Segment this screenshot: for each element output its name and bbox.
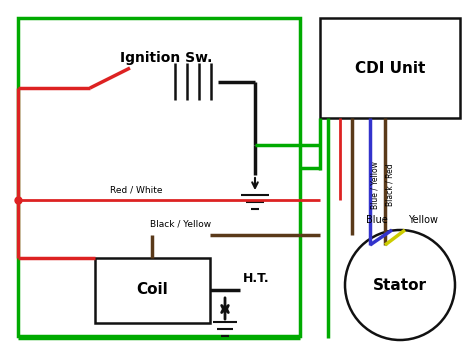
Circle shape bbox=[345, 230, 455, 340]
Text: Yellow: Yellow bbox=[408, 215, 438, 225]
Text: Red / White: Red / White bbox=[110, 185, 163, 194]
Text: Ignition Sw.: Ignition Sw. bbox=[120, 51, 212, 65]
Text: Coil: Coil bbox=[136, 283, 168, 297]
Bar bbox=[18, 18, 300, 336]
Text: Blue / Yellow: Blue / Yellow bbox=[371, 161, 380, 209]
Text: Stator: Stator bbox=[373, 278, 427, 292]
Text: Black / Yellow: Black / Yellow bbox=[150, 219, 211, 228]
Text: H.T.: H.T. bbox=[243, 272, 270, 285]
Text: Blue: Blue bbox=[366, 215, 388, 225]
Text: CDI Unit: CDI Unit bbox=[355, 60, 425, 76]
Bar bbox=[320, 18, 460, 118]
Text: Black / Red: Black / Red bbox=[386, 164, 395, 206]
Bar bbox=[95, 258, 210, 323]
